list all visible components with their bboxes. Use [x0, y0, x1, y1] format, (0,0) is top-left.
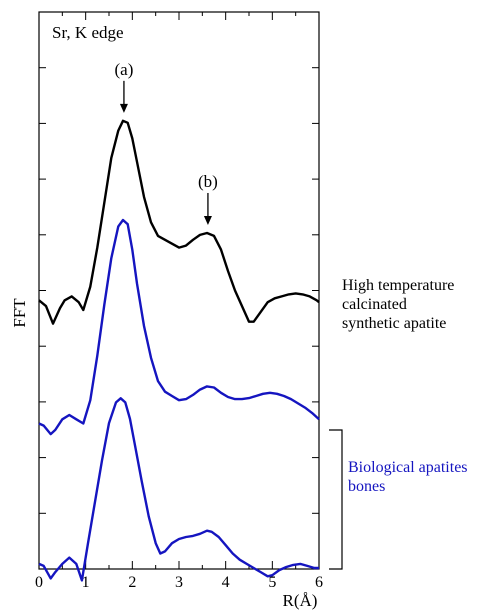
x-tick-label: 3: [175, 574, 183, 591]
x-tick-label: 6: [315, 574, 323, 591]
series-bracket: [329, 429, 343, 570]
x-tick-label: 1: [82, 574, 90, 591]
x-axis-label: R(Å): [283, 591, 318, 610]
x-tick-label: 2: [128, 574, 136, 591]
x-tick-label: 0: [35, 574, 43, 591]
series-label-2: Biological apatites bones: [348, 459, 468, 495]
series-label-line: calcinated: [342, 296, 407, 313]
peak-label-2: (b): [198, 172, 218, 191]
peak-label-1: (a): [114, 60, 133, 79]
series-label-line: Biological apatites: [348, 459, 468, 476]
series-line-1: [38, 119, 320, 325]
series-group: [38, 119, 320, 582]
x-tick-label: 5: [268, 574, 276, 591]
plot-frame: [38, 11, 320, 570]
plot-frame-group: [38, 11, 320, 570]
panel-label: Sr, K edge: [52, 23, 124, 42]
series-label-1: High temperature calcinated synthetic apat…: [342, 277, 454, 332]
series-label-line: bones: [348, 478, 385, 495]
series-line-3: [38, 397, 319, 582]
annotation-arrow-head: [119, 103, 128, 113]
series-label-line: High temperature: [342, 277, 454, 294]
series-label-line: synthetic apatite: [342, 315, 446, 332]
x-tick-label: 4: [222, 574, 230, 591]
axis-ticks-group: 0 1 2 3 4 5 6: [35, 12, 323, 591]
series-line-2: [38, 218, 320, 436]
y-axis-label: FFT: [10, 298, 29, 328]
annotations-group: (a) (b) High temperature calcinated syntheti…: [114, 60, 468, 570]
annotation-arrow-head: [203, 215, 212, 225]
